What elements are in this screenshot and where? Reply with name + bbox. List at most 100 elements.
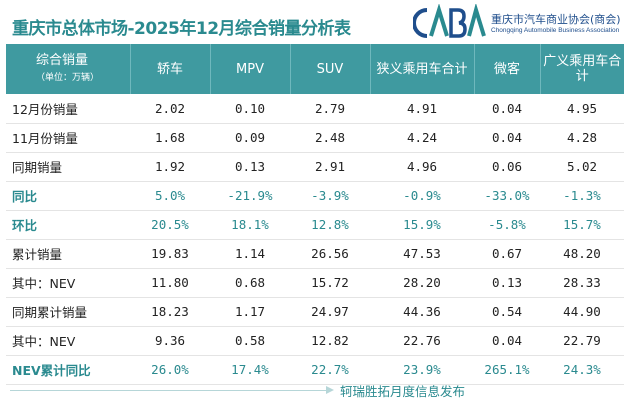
header-label-cell: 综合销量 （单位：万辆） [6, 44, 131, 94]
table-cell: -33.0% [474, 181, 540, 211]
table-cell: 0.04 [474, 326, 540, 356]
table-cell: 0.54 [474, 297, 540, 327]
association-logo: 重庆市汽车商业协会(商会) Chongqing Automobile Busin… [413, 4, 623, 42]
row-label: 累计销量 [6, 239, 130, 269]
row-label: 同期销量 [6, 152, 130, 182]
table-cell: 4.28 [540, 123, 624, 153]
table-cell: 2.79 [290, 94, 370, 124]
table-cell: 28.20 [370, 268, 474, 298]
table-cell: 0.04 [474, 94, 540, 124]
row-label: 同期累计销量 [6, 297, 130, 327]
table-cell: 12.8% [290, 210, 370, 240]
header-col-mpv: MPV [210, 44, 291, 94]
table-cell: -3.9% [290, 181, 370, 211]
table-cell: -1.3% [540, 181, 624, 211]
table-cell: 265.1% [474, 355, 540, 385]
table-row: 其中：NEV 11.80 0.68 15.72 28.20 0.13 28.33 [6, 268, 624, 298]
table-row: 环比 20.5% 18.1% 12.8% 15.9% -5.8% 15.7% [6, 210, 624, 240]
table-cell: 19.83 [130, 239, 210, 269]
table-cell: 26.0% [130, 355, 210, 385]
page-title: 重庆市总体市场-2025年12月综合销量分析表 [12, 19, 351, 39]
table-cell: 48.20 [540, 239, 624, 269]
table-cell: 15.7% [540, 210, 624, 240]
table-cell: 4.95 [540, 94, 624, 124]
table-cell: 22.7% [290, 355, 370, 385]
table-cell: 5.02 [540, 152, 624, 182]
table-body: 12月份销量 2.02 0.10 2.79 4.91 0.04 4.95 11月份销量 1.68… [6, 94, 624, 385]
table-cell: 23.9% [370, 355, 474, 385]
table-cell: -21.9% [210, 181, 290, 211]
table-cell: 26.56 [290, 239, 370, 269]
table-cell: 0.04 [474, 123, 540, 153]
logo-name-cn: 重庆市汽车商业协会(商会) [491, 13, 621, 26]
table-row: NEV累计同比 26.0% 17.4% 22.7% 23.9% 265.1% 24.3% [6, 355, 624, 385]
table-cell: 15.9% [370, 210, 474, 240]
table-cell: -0.9% [370, 181, 474, 211]
table-cell: 0.68 [210, 268, 290, 298]
table-cell: 24.97 [290, 297, 370, 327]
table-header-row: 综合销量 （单位：万辆） 轿车 MPV SUV 狭义乘用车合计 微客 广义乘用车… [6, 44, 624, 94]
table-row: 12月份销量 2.02 0.10 2.79 4.91 0.04 4.95 [6, 94, 624, 124]
footer: 轲瑞胜拓月度信息发布 [0, 372, 630, 409]
table-cell: 2.02 [130, 94, 210, 124]
table-cell: 0.13 [210, 152, 290, 182]
table-cell: 1.17 [210, 297, 290, 327]
header-col-minivan: 微客 [474, 44, 541, 94]
table-cell: -5.8% [474, 210, 540, 240]
table-row: 累计销量 19.83 1.14 26.56 47.53 0.67 48.20 [6, 239, 624, 269]
table-row: 11月份销量 1.68 0.09 2.48 4.24 0.04 4.28 [6, 123, 624, 153]
table-cell: 22.76 [370, 326, 474, 356]
table-row: 同期销量 1.92 0.13 2.91 4.96 0.06 5.02 [6, 152, 624, 182]
table-cell: 2.91 [290, 152, 370, 182]
header-col-suv: SUV [290, 44, 371, 94]
table-cell: 12.82 [290, 326, 370, 356]
table-cell: 0.67 [474, 239, 540, 269]
logo-name-en: Chongqing Automobile Business Associatio… [491, 27, 620, 34]
table-cell: 4.24 [370, 123, 474, 153]
row-label: 其中：NEV [6, 326, 130, 356]
table-cell: 47.53 [370, 239, 474, 269]
table-cell: 11.80 [130, 268, 210, 298]
table-cell: 4.96 [370, 152, 474, 182]
row-label: 同比 [6, 181, 130, 211]
table-cell: 20.5% [130, 210, 210, 240]
caba-logo-mark [413, 4, 486, 38]
header-unit: （单位：万辆） [36, 72, 100, 83]
row-label: 11月份销量 [6, 123, 130, 153]
sales-table: 综合销量 （单位：万辆） 轿车 MPV SUV 狭义乘用车合计 微客 广义乘用车… [6, 44, 624, 385]
table-row: 同期累计销量 18.23 1.17 24.97 44.36 0.54 44.90 [6, 297, 624, 327]
table-cell: 44.90 [540, 297, 624, 327]
table-cell: 24.3% [540, 355, 624, 385]
page-header: 重庆市总体市场-2025年12月综合销量分析表 重庆市汽车商业协会(商会) Ch… [0, 0, 630, 44]
table-cell: 0.58 [210, 326, 290, 356]
table-cell: 0.10 [210, 94, 290, 124]
footer-arrow-icon [326, 386, 334, 394]
table-cell: 1.92 [130, 152, 210, 182]
table-cell: 18.23 [130, 297, 210, 327]
row-label: NEV累计同比 [6, 355, 130, 385]
table-cell: 15.72 [290, 268, 370, 298]
table-cell: 18.1% [210, 210, 290, 240]
table-cell: 0.09 [210, 123, 290, 153]
header-col-sedan: 轿车 [130, 44, 211, 94]
table-cell: 1.14 [210, 239, 290, 269]
footer-text: 轲瑞胜拓月度信息发布 [340, 384, 466, 399]
table-row: 其中：NEV 9.36 0.58 12.82 22.76 0.04 22.79 [6, 326, 624, 356]
table-cell: 44.36 [370, 297, 474, 327]
row-label: 12月份销量 [6, 94, 130, 124]
table-cell: 0.13 [474, 268, 540, 298]
table-cell: 17.4% [210, 355, 290, 385]
footer-divider [10, 390, 330, 391]
header-col-narrow-total: 狭义乘用车合计 [370, 44, 475, 94]
header-title: 综合销量 [36, 52, 89, 68]
table-cell: 22.79 [540, 326, 624, 356]
table-cell: 0.06 [474, 152, 540, 182]
table-cell: 2.48 [290, 123, 370, 153]
table-cell: 1.68 [130, 123, 210, 153]
row-label: 环比 [6, 210, 130, 240]
header-col-broad-total: 广义乘用车合计 [540, 44, 624, 94]
table-cell: 5.0% [130, 181, 210, 211]
table-cell: 4.91 [370, 94, 474, 124]
table-cell: 9.36 [130, 326, 210, 356]
row-label: 其中：NEV [6, 268, 130, 298]
